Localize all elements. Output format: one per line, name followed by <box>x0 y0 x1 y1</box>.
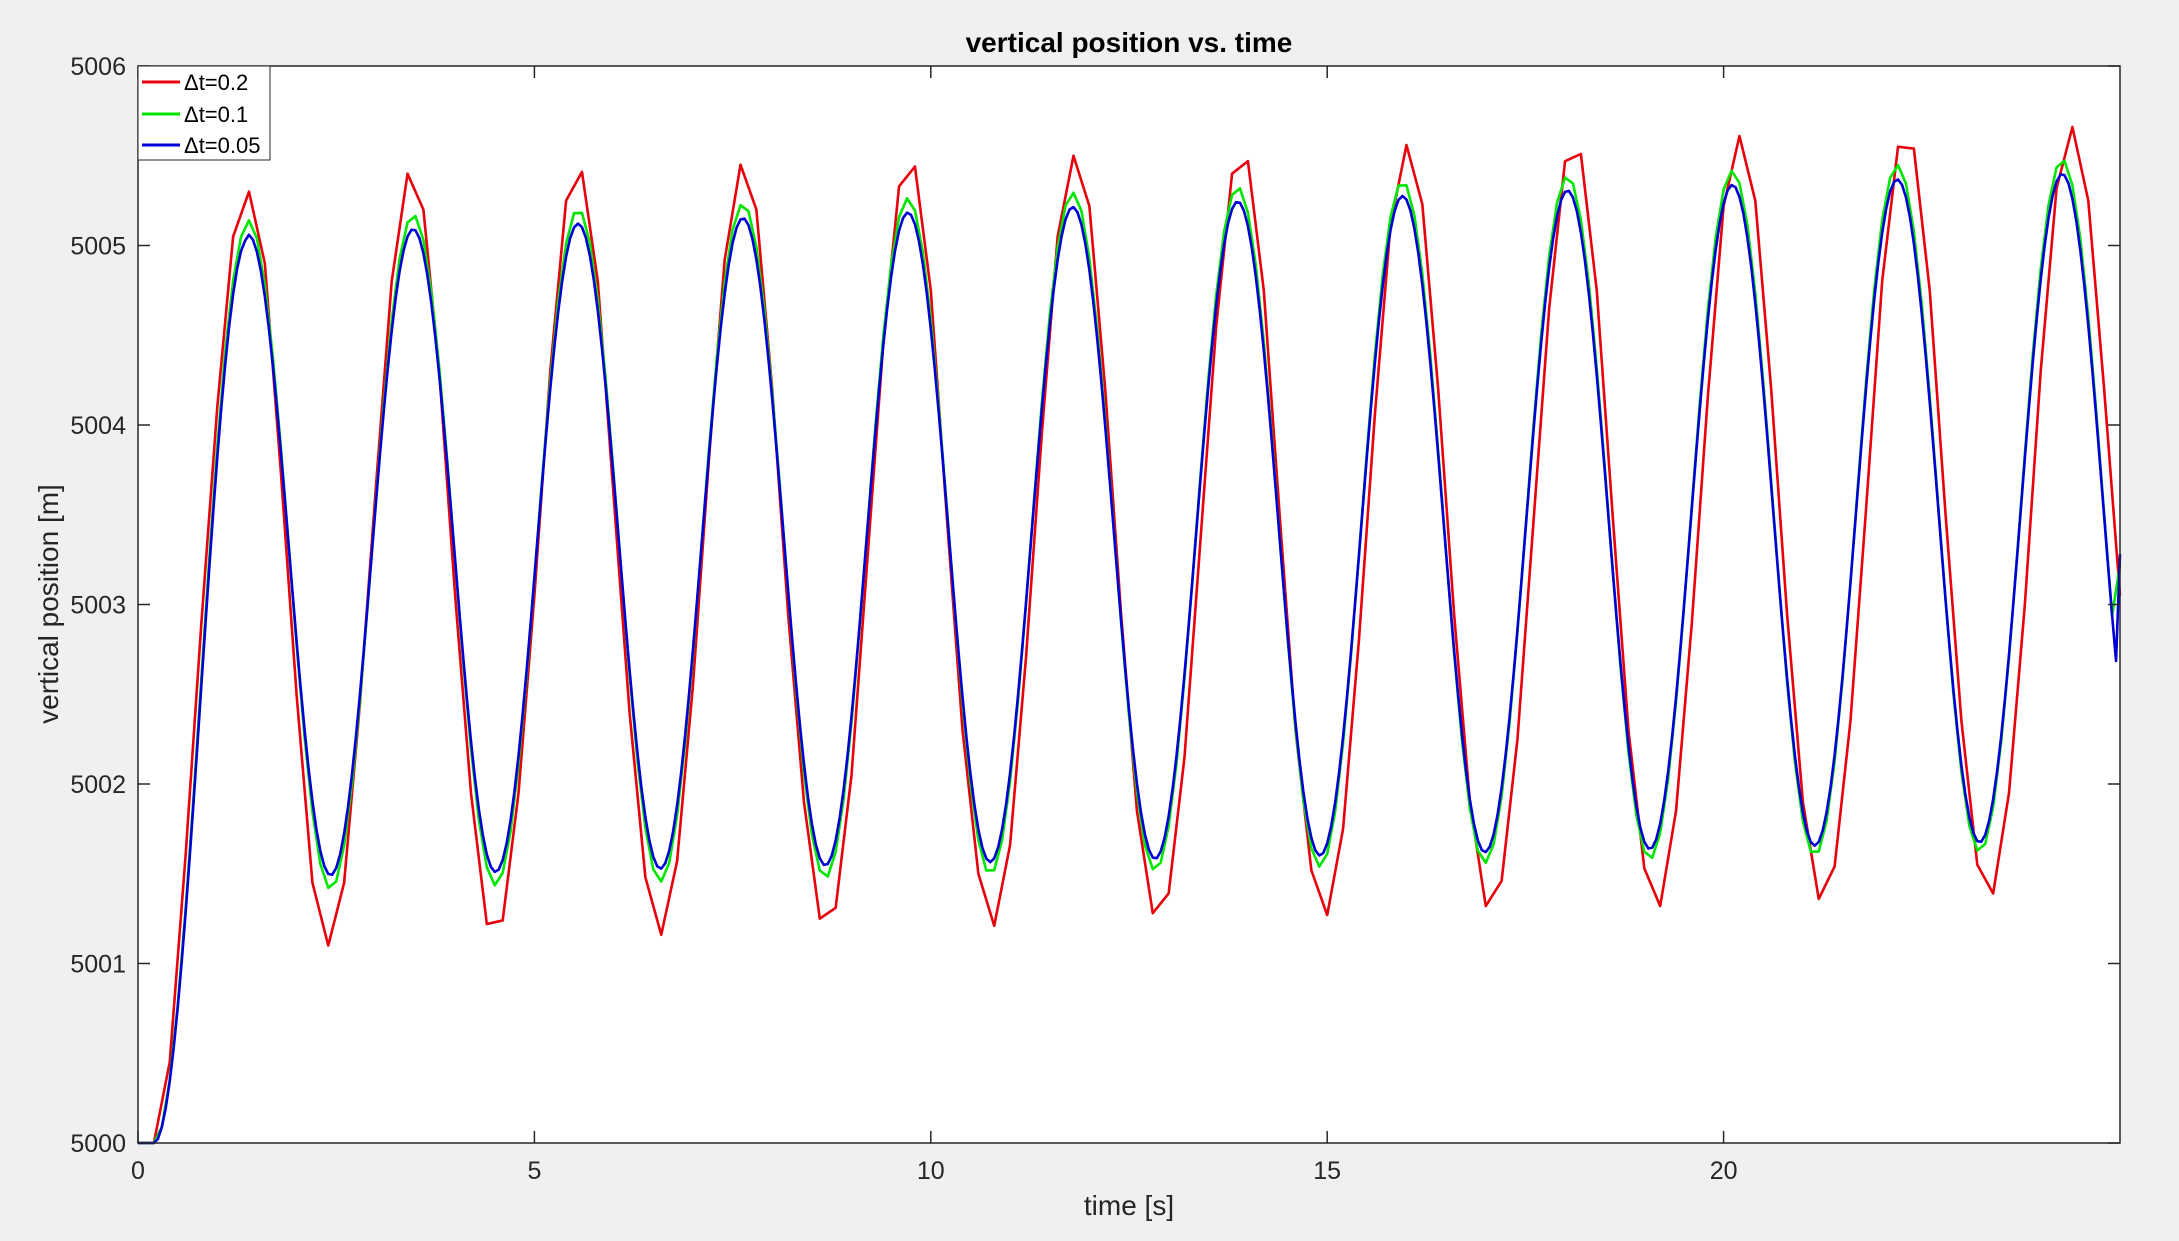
y-axis-title: vertical position [m] <box>33 484 64 724</box>
y-tick-label: 5003 <box>70 592 126 620</box>
x-tick-label: 0 <box>131 1157 145 1185</box>
series-layer <box>138 125 2122 1145</box>
y-tick-label: 5002 <box>70 771 126 799</box>
legend-label-dt-0-2: Δt=0.2 <box>184 70 248 95</box>
legend[interactable]: Δt=0.2 Δt=0.1 Δt=0.05 <box>137 65 271 161</box>
x-tick-label: 20 <box>1710 1157 1738 1185</box>
axes-background <box>138 66 2120 1143</box>
x-tick-label: 10 <box>917 1157 945 1185</box>
y-tick-label: 5004 <box>70 412 126 440</box>
y-tick-label: 5001 <box>70 951 126 979</box>
legend-label-dt-0-1: Δt=0.1 <box>184 102 248 127</box>
chart-title: vertical position vs. time <box>966 27 1293 58</box>
x-axis-title: time [s] <box>1084 1190 1174 1221</box>
y-tick-label: 5000 <box>70 1130 126 1158</box>
y-tick-label: 5005 <box>70 233 126 261</box>
y-tick-label: 5006 <box>70 53 126 81</box>
series-line-2 <box>138 173 2122 1145</box>
tick-layer: 0 5 10 15 20 5000 5001 5002 5003 5004 5005 5006 <box>70 53 2120 1185</box>
x-tick-label: 15 <box>1313 1157 1341 1185</box>
x-tick-label: 5 <box>527 1157 541 1185</box>
legend-label-dt-0-05: Δt=0.05 <box>184 133 260 158</box>
